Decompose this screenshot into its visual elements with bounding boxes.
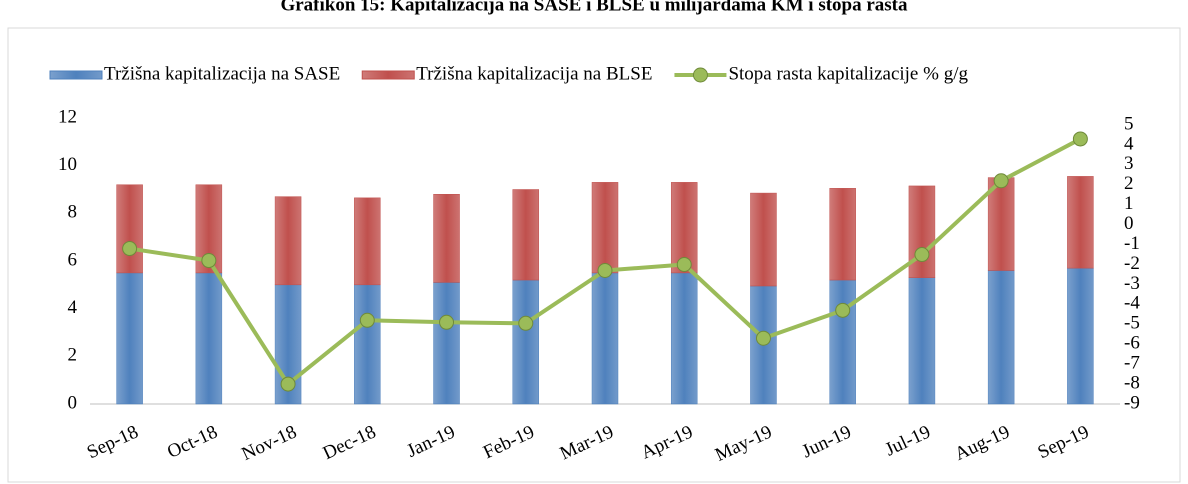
x-tick-label: Jul-19 [882,421,934,460]
y2-tick-label: -7 [1124,353,1140,374]
x-tick-label: Sep-18 [84,421,142,463]
bar [670,272,698,405]
y2-tick-label: 5 [1124,113,1134,134]
y2-tick-label: 2 [1124,173,1134,194]
x-tick-label: Apr-19 [638,421,696,463]
bar [433,282,460,405]
bar [829,188,856,281]
marker [201,253,217,269]
bar [908,185,936,278]
y-tick-label: 10 [58,154,77,175]
bar [987,270,1015,405]
x-tick-label: May-19 [712,421,775,465]
chart-title: Grafikon 15: Kapitalizacija na SASE i BL… [280,0,908,15]
bar [512,189,540,281]
marker [597,262,613,278]
y-tick-label: 4 [68,297,78,318]
y2-tick-label: -4 [1124,293,1140,314]
y-tick-label: 0 [68,392,78,413]
x-tick-label: Jun-19 [799,421,855,462]
y-tick-label: 12 [58,106,77,127]
y2-tick-label: 3 [1124,153,1134,174]
y-tick-label: 6 [68,249,78,270]
bar [829,279,856,405]
marker [835,302,851,318]
y2-tick-label: -5 [1124,313,1140,334]
y2-tick-label: -2 [1124,253,1140,274]
bar [354,197,381,286]
marker [914,247,930,263]
x-tick-label: Aug-19 [952,421,1013,465]
marker [676,257,692,272]
chart-border [7,27,1181,483]
bar [1067,267,1094,405]
y2-tick-label: -8 [1124,372,1140,393]
marker [755,330,771,346]
bar [1067,176,1094,269]
marker [359,312,375,328]
bar [274,196,302,286]
x-tick-label: Feb-19 [480,421,538,463]
bar [354,284,381,405]
bar [750,192,777,287]
marker [1072,131,1088,147]
marker [280,376,296,392]
y2-tick-label: -6 [1124,333,1140,354]
bar [591,272,619,405]
bar [433,194,460,283]
legend-swatch [692,67,708,83]
marker [993,173,1009,189]
bar [116,272,143,405]
marker [122,241,138,257]
bar [195,272,223,405]
y2-tick-label: 0 [1124,213,1134,234]
marker [439,314,455,330]
bar [987,177,1015,271]
legend-label: Tržišna kapitalizacija na BLSE [416,63,652,84]
legend-label: Tržišna kapitalizacija na SASE [104,63,340,84]
y2-tick-label: -9 [1124,392,1140,413]
legend-swatch [361,70,415,80]
y-tick-label: 2 [68,345,78,366]
x-tick-label: Sep-19 [1035,421,1093,463]
y2-tick-label: 1 [1124,193,1134,214]
bar [908,277,936,405]
bar [116,184,143,274]
y-tick-label: 8 [68,202,78,223]
x-tick-label: Mar-19 [557,421,617,464]
legend-label: Stopa rasta kapitalizacije % g/g [728,63,968,84]
legend-swatch [49,70,103,80]
marker [518,315,534,331]
x-tick-label: Nov-18 [239,421,300,465]
x-tick-label: Dec-18 [320,421,380,464]
x-tick-label: Jan-19 [404,421,459,461]
bar [512,279,540,405]
bar [591,182,619,274]
y2-tick-label: -1 [1124,233,1140,254]
x-tick-label: Oct-18 [164,421,221,462]
y2-tick-label: -3 [1124,273,1140,294]
y2-tick-label: 4 [1124,133,1134,154]
